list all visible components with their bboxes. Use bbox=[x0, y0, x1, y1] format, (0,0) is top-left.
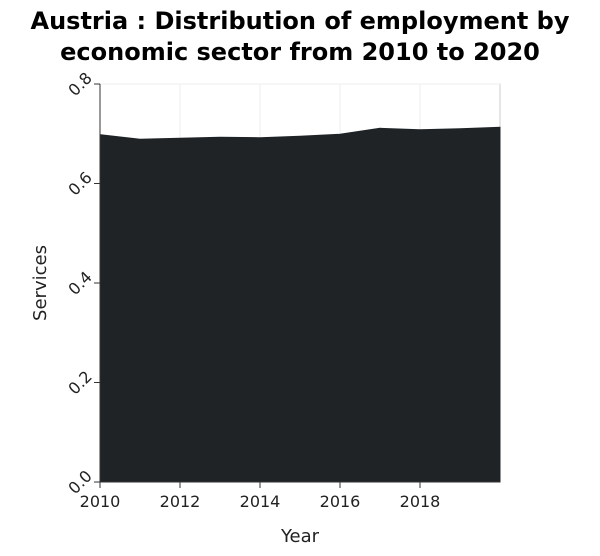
y-axis-title: Services bbox=[30, 245, 51, 321]
chart-title-line-1: Austria : Distribution of employment by bbox=[30, 7, 570, 35]
x-axis-title: Year bbox=[280, 526, 320, 547]
x-tick-label: 2014 bbox=[240, 492, 281, 511]
x-tick-label: 2010 bbox=[80, 492, 121, 511]
y-tick-label: 0.4 bbox=[64, 267, 95, 298]
services-area bbox=[99, 126, 501, 483]
y-tick-label: 0.6 bbox=[64, 168, 95, 199]
y-tick-label: 0.2 bbox=[64, 367, 95, 398]
chart-title-line-2: economic sector from 2010 to 2020 bbox=[60, 38, 540, 66]
chart-title: Austria : Distribution of employment by … bbox=[0, 6, 600, 68]
x-tick-label: 2012 bbox=[160, 492, 201, 511]
y-axis-ticks: 0.00.20.40.60.8 bbox=[64, 68, 100, 498]
y-tick-label: 0.8 bbox=[64, 68, 95, 99]
x-tick-label: 2016 bbox=[320, 492, 361, 511]
x-tick-label: 2018 bbox=[400, 492, 441, 511]
x-axis-ticks: 2010 2012 2014 2016 2018 bbox=[80, 482, 441, 511]
